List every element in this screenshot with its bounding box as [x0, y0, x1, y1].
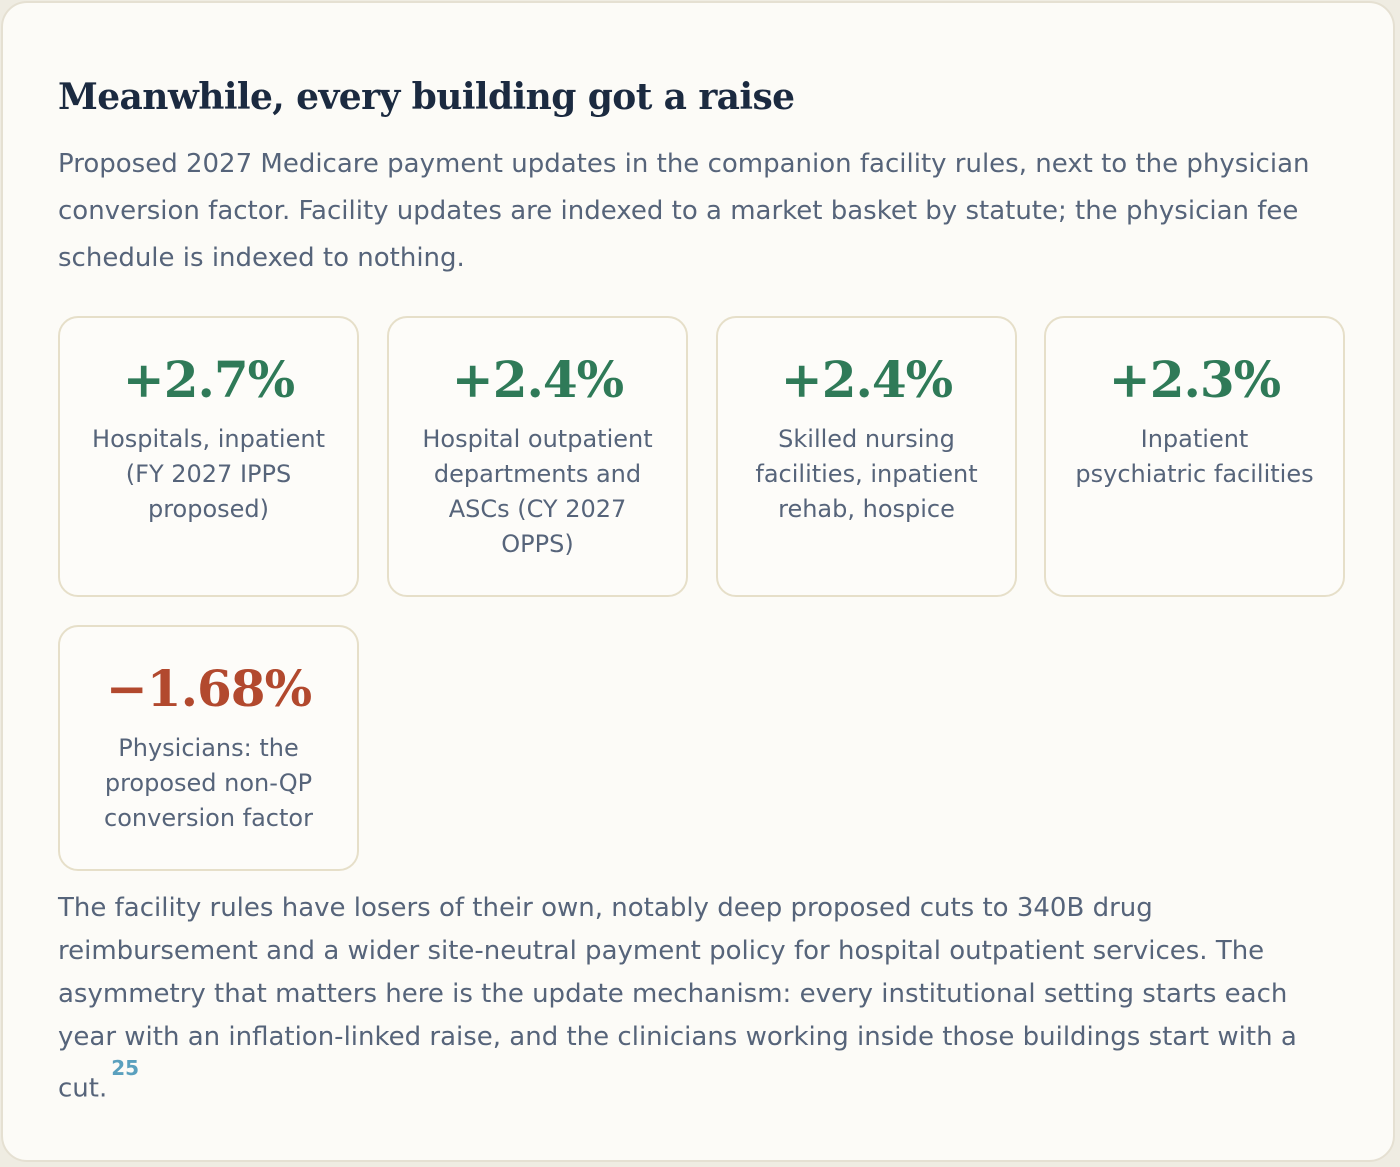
stat-value: +2.4% [780, 350, 953, 409]
intro-paragraph: Proposed 2027 Medicare payment updates i… [58, 149, 1310, 273]
stat-label: Physicians: the proposed non-QP conversi… [104, 734, 313, 832]
stat-value: +2.4% [451, 350, 624, 409]
stat-card-hospitals-inpatient: +2.7% Hospitals, inpatient (FY 2027 IPPS… [58, 316, 359, 597]
footnote-link[interactable]: 25 [111, 1056, 140, 1080]
stat-label: Hospitals, inpatient (FY 2027 IPPS propo… [92, 425, 325, 523]
stat-label: Inpatient psychiatric facilities [1075, 425, 1314, 488]
closing-text: The facility rules have losers of their … [58, 893, 1297, 1104]
stat-card-inpatient-psychiatric: +2.3% Inpatient psychiatric facilities [1044, 316, 1345, 597]
stat-value: −1.68% [105, 659, 312, 718]
stat-card-physicians: −1.68% Physicians: the proposed non-QP c… [58, 625, 359, 871]
page-title: Meanwhile, every building got a raise [58, 76, 795, 118]
stat-card-skilled-nursing: +2.4% Skilled nursing facilities, inpati… [716, 316, 1017, 597]
stat-value: +2.7% [122, 350, 295, 409]
stat-card-hospital-outpatient: +2.4% Hospital outpatient departments an… [387, 316, 688, 597]
stat-label: Skilled nursing facilities, inpatient re… [755, 425, 978, 523]
stat-label: Hospital outpatient departments and ASCs… [422, 425, 653, 558]
stat-value: +2.3% [1108, 350, 1281, 409]
closing-paragraph: The facility rules have losers of their … [58, 887, 1348, 1111]
